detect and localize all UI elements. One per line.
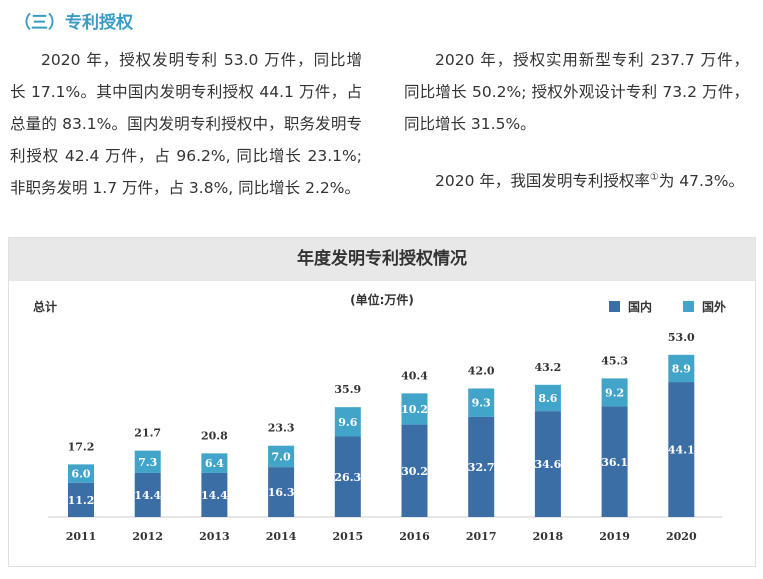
x-tick-label: 2017 [466,530,497,543]
paragraph-grant-rate: 2020 年，我国发明专利授权率①为 47.3%。 [404,162,749,197]
bar-value-label: 11.2 [68,494,95,507]
bar-value-label: 26.3 [334,471,361,484]
bar-domestic [201,472,228,517]
x-tick-label: 2014 [266,530,297,543]
total-value-label: 35.9 [334,383,361,396]
x-tick-label: 2013 [199,530,230,543]
bar-domestic [268,467,295,517]
x-tick-label: 2018 [533,530,564,543]
total-value-label: 17.2 [68,440,95,453]
x-tick-label: 2016 [399,530,430,543]
bar-domestic [68,482,94,517]
bar-domestic [534,411,561,517]
legend-foreign: 国外 [683,298,726,315]
bar-value-label: 6.0 [71,468,90,481]
bar-value-label: 36.1 [601,456,628,469]
bar-value-label: 7.0 [272,450,291,463]
footnote-marker[interactable]: ① [649,172,659,183]
x-tick-label: 2011 [66,530,97,543]
total-value-label: 45.3 [601,354,628,367]
x-tick-label: 2020 [666,530,697,543]
bar-value-label: 8.6 [538,392,557,405]
grant-rate-value: 为 47.3%。 [658,172,745,191]
chart-title: 年度发明专利授权情况 [9,238,755,281]
bar-value-label: 10.2 [401,403,428,416]
bar-foreign [68,464,94,483]
bar-value-label: 9.6 [338,416,357,429]
total-value-label: 23.3 [268,422,295,435]
bar-foreign [534,384,561,412]
paragraph-invention-patents: 2020 年，授权发明专利 53.0 万件，同比增长 17.1%。其中国内发明专… [10,51,362,197]
bar-foreign [334,407,361,437]
total-value-label: 21.7 [134,427,161,440]
total-value-label: 40.4 [401,369,428,382]
bar-domestic [134,472,161,517]
bar-value-label: 34.6 [535,458,562,471]
x-tick-label: 2015 [332,530,363,543]
bar-domestic [668,382,695,517]
bar-value-label: 30.2 [401,465,428,478]
x-tick-label: 2019 [599,530,630,543]
bar-foreign [468,388,495,417]
bar-domestic [334,436,361,517]
bar-value-label: 7.3 [138,456,157,469]
total-label: 总计 [33,300,58,314]
bar-foreign [268,445,295,468]
bar-foreign [401,393,428,425]
bar-domestic [468,416,495,517]
bar-value-label: 44.1 [668,444,695,457]
total-value-label: 53.0 [668,331,695,344]
bar-foreign [601,378,628,407]
bar-domestic [401,424,428,517]
bar-value-label: 9.3 [472,397,491,410]
total-value-label: 20.8 [201,429,228,442]
bar-foreign [134,450,161,473]
chart-panel: 年度发明专利授权情况 总计 (单位:万件) 国内 国外 [8,237,756,567]
x-tick-label: 2012 [132,530,163,543]
bar-value-label: 8.9 [672,362,691,375]
total-value-label: 43.2 [535,361,562,374]
legend-label-foreign: 国外 [702,300,727,314]
paragraph-utility-design: 2020 年，授权实用新型专利 237.7 万件，同比增长 50.2%; 授权外… [404,51,749,133]
bar-value-label: 14.4 [134,489,161,502]
legend-swatch-foreign [683,301,694,312]
grant-rate-text: 2020 年，我国发明专利授权率 [435,172,650,191]
bar-value-label: 9.2 [605,386,624,399]
bar-value-label: 6.4 [205,457,224,470]
bar-domestic [601,406,628,517]
section-heading: （三）专利授权 [14,13,133,33]
bar-value-label: 32.7 [468,461,495,474]
bar-foreign [201,453,228,473]
bar-value-label: 16.3 [268,486,295,499]
total-value-label: 42.0 [468,364,495,377]
legend-label-domestic: 国内 [628,300,653,314]
unit-label: (单位:万件) [350,293,414,307]
bar-value-label: 14.4 [201,489,228,502]
legend-domestic: 国内 [609,298,652,315]
bar-foreign [668,354,695,383]
legend-swatch-domestic [609,301,620,312]
